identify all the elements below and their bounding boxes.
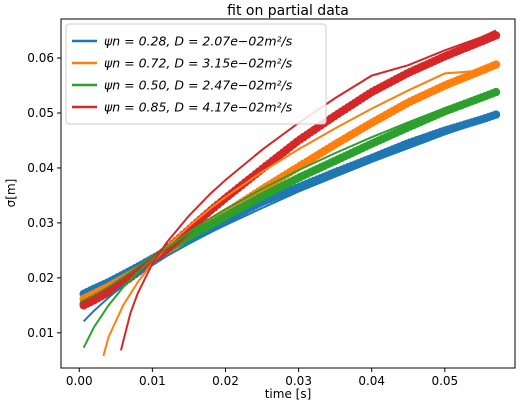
- legend-label: ψn = 0.28, D = 2.07e−02m²/s: [104, 34, 293, 49]
- legend-item: ψn = 0.28, D = 2.07e−02m²/s: [72, 34, 293, 49]
- x-tick-label: 0.00: [66, 374, 93, 388]
- legend-item: ψn = 0.85, D = 4.17e−02m²/s: [72, 100, 293, 115]
- y-tick-label: 0.04: [27, 161, 54, 175]
- legend-label: ψn = 0.72, D = 3.15e−02m²/s: [104, 56, 293, 71]
- x-tick-label: 0.05: [431, 374, 458, 388]
- x-tick-label: 0.04: [358, 374, 385, 388]
- legend-label: ψn = 0.50, D = 2.47e−02m²/s: [104, 78, 293, 93]
- y-tick-label: 0.06: [27, 51, 54, 65]
- legend-item: ψn = 0.50, D = 2.47e−02m²/s: [72, 78, 293, 93]
- y-tick-label: 0.02: [27, 271, 54, 285]
- y-axis: 0.01 0.02 0.03 0.04 0.05 0.06: [27, 51, 61, 340]
- y-tick-label: 0.01: [27, 326, 54, 340]
- series-4-fit-line: [119, 29, 497, 351]
- plot-area: [79, 29, 501, 357]
- data-point: [491, 87, 501, 97]
- y-tick-label: 0.05: [27, 106, 54, 120]
- y-axis-label: σ[m]: [4, 179, 18, 208]
- series-2-fit-line: [102, 62, 497, 357]
- x-axis-label: time [s]: [265, 387, 312, 401]
- x-axis: 0.00 0.01 0.02 0.03 0.04 0.05: [66, 368, 458, 388]
- chart-title: fit on partial data: [227, 3, 349, 19]
- plot-frame: [60, 18, 516, 369]
- legend-item: ψn = 0.72, D = 3.15e−02m²/s: [72, 56, 293, 71]
- legend: ψn = 0.28, D = 2.07e−02m²/s ψn = 0.72, D …: [65, 23, 327, 125]
- x-tick-label: 0.02: [212, 374, 239, 388]
- series-1-fit-line: [82, 115, 497, 322]
- x-tick-label: 0.03: [285, 374, 312, 388]
- x-tick-label: 0.01: [139, 374, 166, 388]
- y-tick-label: 0.03: [27, 216, 54, 230]
- series-3-fit-line: [82, 88, 497, 349]
- data-point: [491, 31, 501, 40]
- legend-label: ψn = 0.85, D = 4.17e−02m²/s: [104, 100, 293, 115]
- legend-box: [65, 23, 327, 125]
